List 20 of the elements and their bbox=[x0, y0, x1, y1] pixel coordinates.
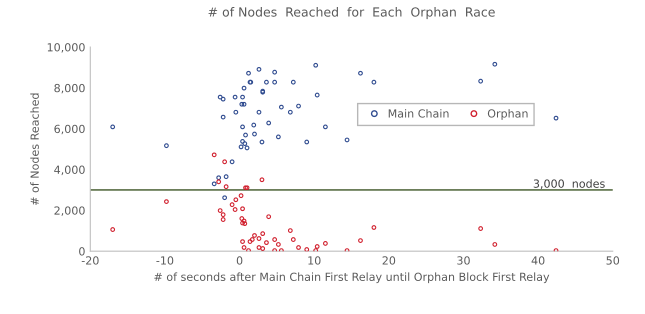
legend-label: Orphan bbox=[488, 109, 528, 120]
y-tick-label: 6,000 bbox=[54, 124, 85, 134]
x-tick-label: 40 bbox=[532, 256, 544, 265]
y-tick-label: 10,000 bbox=[48, 43, 85, 53]
x-tick-label: 0 bbox=[236, 256, 242, 265]
x-tick-label: 20 bbox=[382, 256, 396, 265]
x-tick-label: 10 bbox=[308, 256, 321, 265]
x-tick-label: 30 bbox=[457, 256, 470, 265]
x-tick-label: 50 bbox=[606, 256, 620, 265]
y-axis-title: # of Nodes Reached bbox=[30, 94, 39, 205]
y-tick-label: 0 bbox=[79, 247, 85, 256]
y-tick-label: 2,000 bbox=[54, 206, 85, 216]
ref-line-label: 3,000 nodes bbox=[534, 179, 605, 189]
x-axis-title: # of seconds after Main Chain First Relay until Orphan Block First Relay bbox=[154, 272, 550, 284]
y-tick-label: 8,000 bbox=[54, 84, 85, 94]
x-tick-label: -10 bbox=[156, 256, 174, 265]
legend-label: Main Chain bbox=[388, 109, 449, 118]
y-tick-label: 4,000 bbox=[54, 166, 85, 176]
chart-title: # of Nodes Reached for Each Orphan Race bbox=[208, 7, 495, 20]
x-tick-label: -20 bbox=[82, 256, 99, 265]
